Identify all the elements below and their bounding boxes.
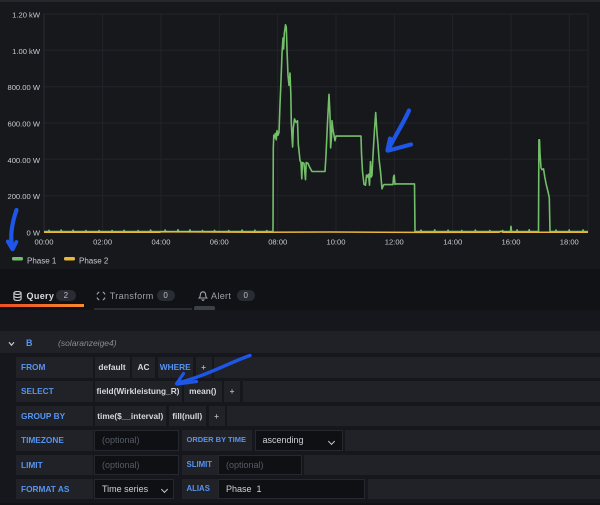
svg-text:1.00 kW: 1.00 kW [12, 47, 41, 56]
svg-text:06:00: 06:00 [210, 238, 229, 247]
svg-text:800.00 W: 800.00 W [7, 83, 40, 92]
svg-text:18:00: 18:00 [560, 238, 579, 247]
svg-text:04:00: 04:00 [151, 238, 170, 247]
svg-text:08:00: 08:00 [268, 238, 287, 247]
svg-text:12:00: 12:00 [385, 238, 404, 247]
svg-text:1.20 kW: 1.20 kW [12, 11, 41, 20]
svg-text:02:00: 02:00 [93, 238, 112, 247]
svg-text:0 W: 0 W [26, 229, 40, 238]
svg-text:Phase 1: Phase 1 [27, 257, 57, 266]
svg-text:10:00: 10:00 [326, 238, 345, 247]
svg-text:400.00 W: 400.00 W [7, 156, 40, 165]
svg-text:00:00: 00:00 [34, 238, 53, 247]
svg-text:600.00 W: 600.00 W [7, 120, 40, 129]
svg-text:Phase 2: Phase 2 [79, 257, 109, 266]
svg-text:200.00 W: 200.00 W [7, 192, 40, 201]
svg-text:16:00: 16:00 [501, 238, 520, 247]
svg-text:14:00: 14:00 [443, 238, 462, 247]
